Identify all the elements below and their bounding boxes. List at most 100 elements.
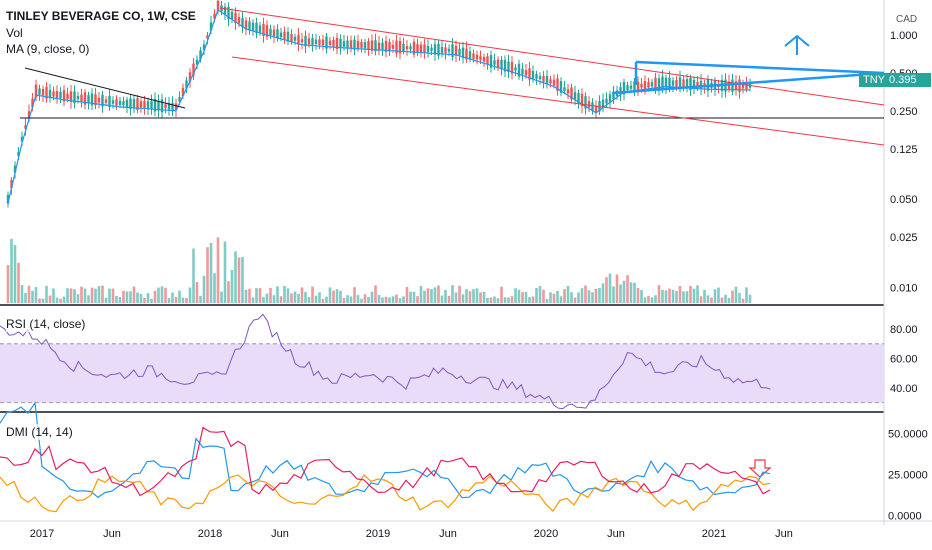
candle-body: [738, 79, 741, 93]
candle-body: [507, 61, 510, 72]
volume-bar: [370, 291, 374, 303]
time-tick: 2021: [702, 528, 726, 540]
volume-bar: [286, 288, 290, 303]
candle-body: [185, 80, 188, 89]
volume-bar: [220, 291, 223, 303]
rsi-tick: 60.00: [890, 354, 918, 366]
volume-bar: [87, 295, 90, 303]
volume-bar: [503, 297, 507, 303]
time-tick: 2017: [30, 528, 54, 540]
candle-body: [461, 47, 465, 59]
volume-bar: [444, 289, 447, 303]
candle-body: [171, 102, 174, 111]
candle-body: [496, 59, 500, 68]
volume-bar: [339, 290, 342, 303]
candle-body: [374, 40, 377, 52]
candle-body: [174, 103, 178, 111]
chart-title: TINLEY BEVERAGE CO, 1W, CSE: [6, 9, 196, 23]
candle-body: [97, 97, 101, 103]
volume-bar: [300, 287, 304, 303]
candle-body: [451, 44, 454, 57]
candle-body: [377, 42, 381, 50]
volume-bar: [661, 289, 664, 303]
volume-bar: [703, 289, 706, 303]
volume-bar: [605, 277, 608, 303]
volume-bar: [6, 265, 10, 303]
volume-bar: [136, 292, 139, 303]
dmi-line-+DI: [0, 401, 771, 499]
volume-bar: [206, 247, 209, 303]
candle-body: [587, 101, 591, 108]
candle-body: [696, 81, 699, 88]
candle-body: [626, 85, 629, 90]
volume-bar: [545, 298, 549, 303]
candle-body: [468, 51, 472, 59]
candle-body: [227, 6, 230, 20]
volume-bar: [535, 287, 538, 303]
candle-body: [111, 100, 115, 104]
volume-bar: [566, 286, 570, 303]
volume-bar: [244, 289, 248, 303]
volume-bar: [465, 289, 468, 303]
candle-body: [10, 180, 13, 189]
dmi-panel: [0, 401, 771, 513]
volume-bar: [405, 287, 409, 303]
candle-body: [395, 40, 398, 54]
candle-body: [45, 86, 48, 99]
candle-body: [671, 80, 675, 86]
candle-body: [199, 50, 202, 60]
volume-bar: [741, 298, 745, 303]
volume-bar: [598, 287, 601, 303]
price-tick: 0.125: [890, 144, 918, 156]
candle-body: [59, 92, 62, 99]
volume-bar: [731, 290, 734, 303]
volume-bar: [160, 286, 164, 303]
volume-bar: [150, 298, 153, 303]
volume-bar: [556, 290, 559, 303]
volume-bar: [69, 288, 73, 303]
candle-body: [745, 82, 748, 90]
volume-bar: [17, 262, 20, 303]
candle-body: [80, 94, 83, 102]
time-tick: Jun: [607, 528, 625, 540]
candle-body: [279, 32, 283, 38]
volume-bar: [528, 297, 531, 303]
dmi-tick: 25.0000: [888, 470, 928, 482]
volume-bar: [426, 288, 430, 303]
volume-bar: [248, 288, 251, 303]
candle-body: [48, 89, 52, 97]
volume-bar: [13, 245, 17, 303]
volume-bar: [552, 293, 556, 303]
candle-body: [325, 36, 328, 49]
candle-body: [335, 37, 339, 49]
volume-bar: [55, 297, 59, 303]
volume-bar: [283, 285, 286, 303]
candle-body: [17, 152, 20, 156]
candle-body: [367, 41, 370, 50]
triangle-lower: [611, 71, 885, 95]
candle-body: [482, 56, 486, 62]
volume-bar: [237, 257, 241, 303]
volume-bar: [202, 275, 206, 303]
candle-body: [24, 125, 27, 129]
volume-bar: [416, 296, 419, 303]
candle-body: [472, 53, 475, 59]
volume-bar: [321, 298, 325, 303]
candle-body: [447, 48, 451, 52]
candle-body: [31, 98, 34, 108]
candle-body: [157, 100, 160, 111]
legend-dmi: DMI (14, 14): [6, 424, 73, 440]
volume-bar: [111, 288, 115, 303]
candle-body: [423, 44, 426, 54]
candle-body: [685, 79, 689, 89]
volume-bar: [594, 288, 598, 303]
candle-body: [318, 39, 321, 45]
candle-body: [381, 42, 384, 50]
candle-body: [664, 77, 668, 88]
candle-body: [542, 75, 545, 82]
volume-bar: [122, 290, 125, 303]
candle-body: [307, 38, 311, 45]
volume-bar: [580, 288, 584, 303]
volume-bar: [447, 295, 451, 303]
